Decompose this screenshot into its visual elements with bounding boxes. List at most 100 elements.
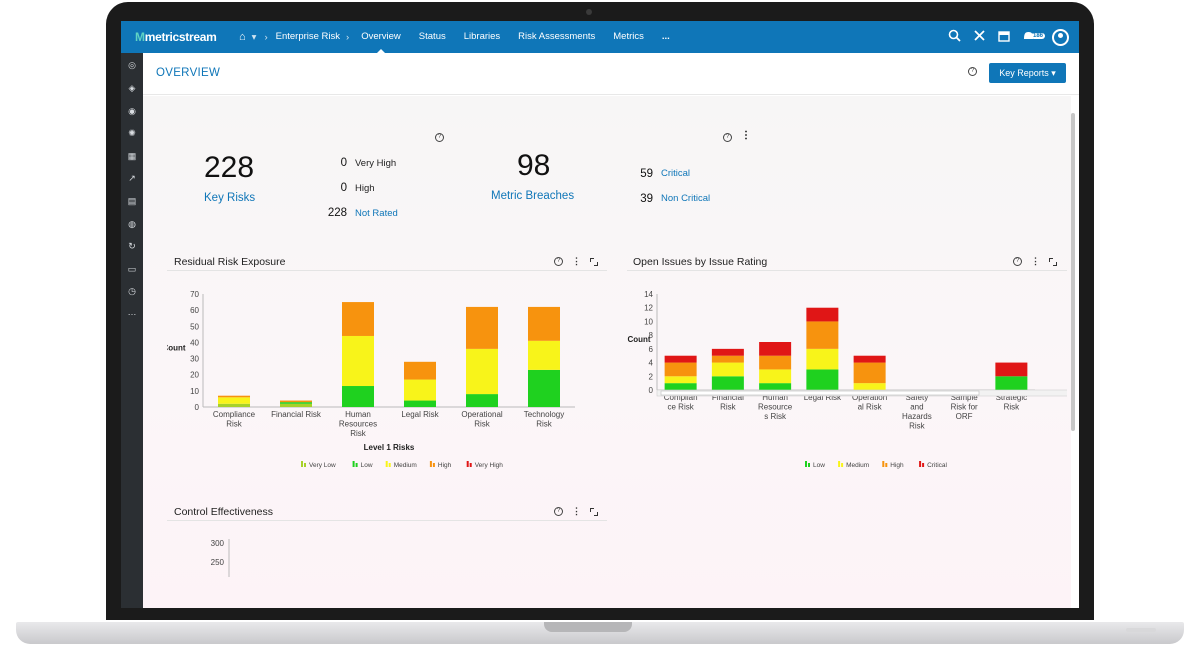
app-logo[interactable]: Mmetricstream	[135, 30, 217, 44]
chart-line-icon[interactable]: ↗	[128, 173, 136, 183]
tab-libraries[interactable]: Libraries	[463, 31, 501, 42]
tools-icon[interactable]	[973, 29, 986, 45]
library-icon[interactable]: ▦	[127, 151, 137, 161]
legend-low: Low	[813, 462, 825, 469]
cycle-icon[interactable]: ↻	[128, 241, 136, 251]
legend-very-low: Very Low	[309, 462, 336, 469]
legend-swatch-high	[429, 461, 432, 467]
tab-metrics[interactable]: Metrics	[613, 31, 644, 42]
legend-swatch-medium	[388, 463, 391, 467]
layers-icon[interactable]: ◈	[128, 83, 136, 93]
bar-operational-risk-low	[466, 394, 498, 407]
gear-icon[interactable]: ✺	[128, 128, 136, 138]
more-options-icon[interactable]: ⋮	[572, 256, 581, 266]
legend-swatch-medium	[838, 461, 841, 467]
search-icon[interactable]	[948, 29, 961, 45]
legend-low: Low	[361, 462, 373, 469]
bar-technology-risk-medium	[528, 340, 560, 370]
x-tick-label: Legal Risk	[401, 410, 439, 419]
y-tick-label: 0	[649, 386, 654, 395]
bar-compliance-risk-medium	[218, 397, 250, 404]
bar-compliance-risk-critical	[664, 355, 697, 363]
metric-breaches-label[interactable]: Metric Breaches	[491, 190, 575, 202]
help-icon[interactable]: ?	[968, 67, 977, 76]
laptop-notch	[544, 622, 632, 632]
clock-icon[interactable]: ◷	[128, 286, 136, 296]
very-high-label: Very High	[355, 158, 397, 169]
help-icon[interactable]: ?	[554, 507, 563, 516]
legend-swatch-very-low	[301, 461, 303, 467]
risk-icon[interactable]: ◉	[128, 106, 136, 116]
help-icon[interactable]: ?	[435, 133, 444, 142]
more-options-icon[interactable]: ⋮	[741, 130, 751, 141]
key-risks-label[interactable]: Key Risks	[204, 192, 256, 204]
page-title: OVERVIEW	[156, 67, 221, 79]
more-icon[interactable]: …	[127, 307, 137, 317]
help-icon[interactable]: ?	[723, 133, 732, 142]
document-icon[interactable]: ▤	[127, 196, 137, 206]
legend-swatch-medium	[841, 463, 844, 467]
target-icon[interactable]: ◎	[128, 60, 136, 70]
bar-human-resources-risk-low	[759, 383, 792, 390]
user-avatar-icon[interactable]	[1052, 28, 1069, 46]
more-options-icon[interactable]: ⋮	[572, 506, 581, 516]
breadcrumb-separator-icon: ›	[346, 31, 350, 43]
not-rated-link[interactable]: Not Rated	[355, 208, 398, 219]
home-menu-caret[interactable]: ▾	[251, 31, 257, 43]
x-tick-label: Risk	[474, 420, 491, 429]
x-tick-label: Human	[345, 410, 371, 419]
tab-risk-assessments[interactable]: Risk Assessments	[518, 31, 596, 42]
breadcrumb-enterprise-risk[interactable]: Enterprise Risk	[275, 31, 341, 42]
y-tick-label: 14	[644, 290, 653, 299]
x-tick-label: Complian	[664, 393, 698, 402]
metric-breaches-count[interactable]: 98	[517, 149, 551, 182]
bar-operational-risk-medium	[853, 383, 886, 390]
bar-compliance-risk-high	[664, 362, 697, 377]
help-icon[interactable]: ?	[1013, 257, 1022, 266]
high-count: 0	[340, 182, 347, 194]
issues-widget-actions: ? ⋮	[1013, 256, 1057, 267]
bar-legal-risk-low	[404, 400, 436, 407]
very-high-count: 0	[340, 157, 347, 169]
bar-compliance-risk-very-low	[218, 403, 250, 407]
scrollbar-thumb	[660, 390, 980, 396]
y-axis-label: Count	[167, 344, 186, 353]
main-nav: ⌂ ▾ › Enterprise Risk › Overview Status …	[239, 21, 688, 53]
critical-link[interactable]: Critical	[661, 168, 691, 179]
legend-swatch-low	[808, 463, 810, 467]
bar-legal-risk-high	[806, 321, 839, 349]
more-options-icon[interactable]: ⋮	[1031, 256, 1040, 266]
key-reports-button[interactable]: Key Reports ▾	[989, 63, 1066, 83]
key-risks-count[interactable]: 228	[204, 151, 255, 184]
tab-status[interactable]: Status	[418, 31, 446, 42]
expand-icon[interactable]	[590, 257, 598, 266]
legend-swatch-low	[352, 461, 355, 467]
legend-high: High	[438, 462, 452, 469]
x-tick-label: Risk	[226, 420, 243, 429]
legend-swatch-very-low	[304, 463, 306, 467]
search-doc-icon[interactable]: ◍	[128, 219, 136, 229]
bar-strategic-risk-low	[995, 376, 1028, 390]
x-tick-label: Legal Risk	[804, 393, 842, 402]
help-icon[interactable]: ?	[554, 257, 563, 266]
notifications-icon[interactable]: 186	[1022, 29, 1046, 45]
vertical-scrollbar[interactable]	[1071, 113, 1075, 431]
bar-human-resources-risk-low	[342, 386, 374, 407]
y-axis-label: Count	[627, 335, 650, 344]
expand-icon[interactable]	[1049, 257, 1057, 266]
bar-operational-risk-high	[853, 362, 886, 384]
calendar-icon[interactable]	[998, 30, 1010, 45]
page-header: OVERVIEW ? Key Reports ▾	[143, 53, 1079, 95]
x-tick-label: Operational	[461, 410, 503, 419]
non-critical-link[interactable]: Non Critical	[661, 193, 711, 204]
calendar-icon[interactable]: ▭	[127, 264, 137, 274]
x-tick-label: Human	[762, 393, 788, 402]
expand-icon[interactable]	[590, 507, 598, 516]
x-tick-label: Safety	[906, 393, 929, 402]
bar-legal-risk-critical	[806, 307, 839, 322]
tab-more[interactable]: ...	[661, 31, 670, 42]
bar-operational-risk-high	[466, 306, 498, 349]
home-icon[interactable]: ⌂	[239, 31, 246, 43]
control-widget-actions: ? ⋮	[554, 506, 598, 517]
tab-overview[interactable]: Overview	[361, 21, 401, 53]
